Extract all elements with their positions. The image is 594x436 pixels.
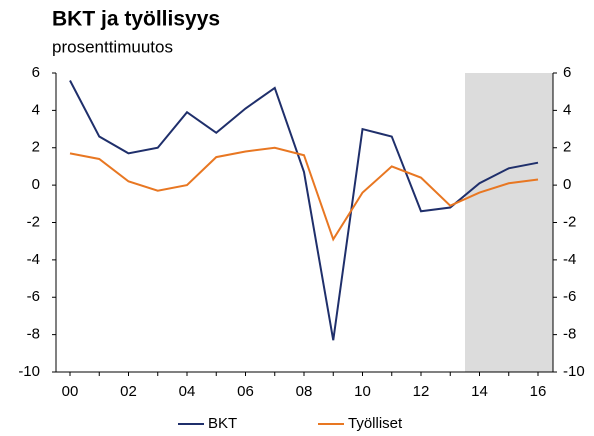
y2-tick-label: 6 <box>563 64 571 81</box>
y-tick-label: -4 <box>27 251 40 268</box>
y-tick-label: 6 <box>32 64 40 81</box>
chart-subtitle: prosenttimuutos <box>52 37 173 56</box>
x-tick-label: 16 <box>530 383 547 400</box>
y2-tick-label: -4 <box>563 251 576 268</box>
legend-label: Työlliset <box>348 415 403 432</box>
y-tick-label: -6 <box>27 288 40 305</box>
x-tick-label: 06 <box>237 383 254 400</box>
series-line <box>69 146 539 242</box>
y-tick-label: -10 <box>18 363 40 380</box>
y-tick-label: 0 <box>32 176 40 193</box>
y-tick-label: 2 <box>32 139 40 156</box>
legend-label: BKT <box>208 415 237 432</box>
x-tick-label: 14 <box>471 383 488 400</box>
series-line <box>69 80 539 341</box>
y2-tick-label: -2 <box>563 213 576 230</box>
chart-title: BKT ja työllisyys <box>52 8 220 31</box>
y-tick-label: -8 <box>27 326 40 343</box>
x-tick-label: 12 <box>413 383 430 400</box>
y2-tick-label: 4 <box>563 101 571 118</box>
forecast-shade <box>465 73 553 372</box>
y-tick-label: -2 <box>27 213 40 230</box>
y2-tick-label: 2 <box>563 139 571 156</box>
x-tick-label: 10 <box>354 383 371 400</box>
y2-tick-label: -8 <box>563 326 576 343</box>
x-tick-label: 04 <box>179 383 196 400</box>
y-tick-label: 4 <box>32 101 40 118</box>
x-tick-label: 08 <box>296 383 313 400</box>
x-tick-label: 02 <box>120 383 137 400</box>
y2-tick-label: 0 <box>563 176 571 193</box>
x-tick-label: 00 <box>62 383 79 400</box>
y2-tick-label: -10 <box>563 363 585 380</box>
y2-tick-label: -6 <box>563 288 576 305</box>
